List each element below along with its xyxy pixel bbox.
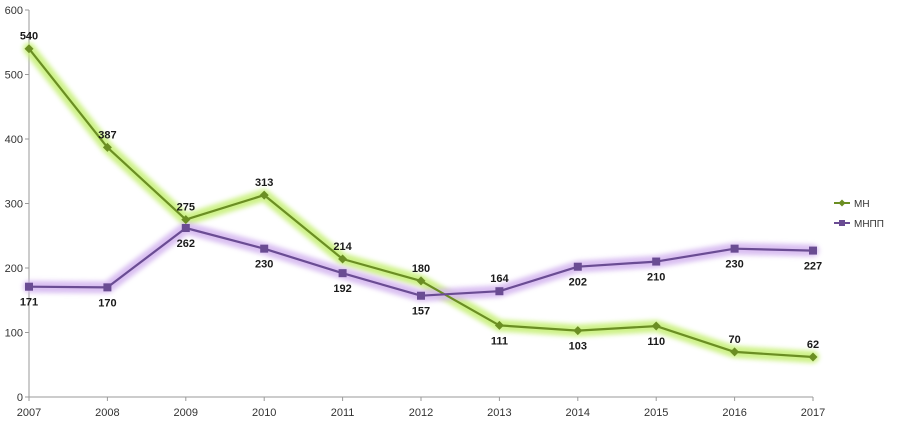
series-2-data-label: 164 [490,273,509,285]
series-1-data-label: 103 [569,341,587,353]
series-lines [24,44,818,362]
series-1-point [102,142,112,152]
series-2-point [338,269,347,278]
series-2-point [417,291,425,300]
series-1-data-label: 62 [807,339,819,351]
series-1-data-label: 313 [255,177,273,189]
x-tick-label: 2015 [644,407,668,419]
y-tick-label: 200 [5,263,23,275]
series-2-data-label: 170 [98,297,116,309]
axes: 0 100 200 300 400 500 600 2007 2008 2009 2010 2011 2… [5,5,826,419]
x-tick-label: 2013 [487,407,511,419]
legend-label-2: МНПП [854,219,884,230]
series-2-point [730,244,739,253]
series-2-data-label: 171 [20,297,38,309]
series-2-point [103,283,112,292]
y-tick-label: 100 [5,328,23,340]
series-2-point [25,282,33,291]
series-1-point [338,254,348,264]
series-1-point [259,190,269,200]
series-2-data-label: 227 [804,261,822,273]
series-2-point [809,246,817,255]
series-1-point [651,321,661,331]
series-2-data-label: 230 [255,259,273,271]
series-1-point [181,215,191,225]
series-2-data-label: 262 [177,238,195,250]
series-1-point [573,326,583,336]
y-tick-label: 400 [5,134,23,146]
series-1-data-label: 214 [333,241,352,253]
x-tick-label: 2009 [174,407,198,419]
series-2-data-label: 210 [647,272,665,284]
legend-marker-2 [839,220,845,226]
series-2-point [260,244,269,253]
series-1-point [416,276,426,286]
x-tick-label: 2007 [17,407,41,419]
series-1-data-label: 387 [98,129,116,141]
series-1-data-label: 70 [728,334,740,346]
series-2-data-label: 157 [412,306,430,318]
x-tick-label: 2010 [252,407,276,419]
x-tick-label: 2012 [409,407,433,419]
x-tick-label: 2016 [722,407,746,419]
series-2-point [181,224,190,233]
series-1-point [494,320,504,330]
legend-label-1: МН [854,199,870,210]
x-tick-label: 2017 [801,407,825,419]
y-tick-label: 500 [5,70,23,82]
series-2-data-label: 192 [333,283,351,295]
y-tick-label: 300 [5,199,23,211]
series-1-point [730,347,740,357]
series-1-point [808,352,818,362]
series-1-data-label: 111 [491,335,508,347]
series-2-data-label: 230 [725,259,743,271]
series-1-data-label: 110 [647,336,665,348]
y-tick-label: 0 [17,392,23,404]
series-2-data-label: 202 [569,277,587,289]
x-tick-label: 2008 [95,407,119,419]
legend: МН МНПП [834,199,884,230]
series-1-point [24,44,34,54]
series-1-data-label: 180 [412,263,430,275]
data-labels: 540 387 275 313 214 180 111 103 110 70 62 171 170 262… [20,31,822,353]
x-tick-label: 2011 [331,407,355,419]
series-2-point [573,262,582,271]
series-2-point [495,287,504,296]
series-1-data-label: 540 [20,31,38,43]
series-2-point [652,257,661,266]
y-tick-label: 600 [5,5,23,17]
legend-marker-1 [838,199,846,207]
x-tick-label: 2014 [566,407,590,419]
series-1-data-label: 275 [177,202,195,214]
